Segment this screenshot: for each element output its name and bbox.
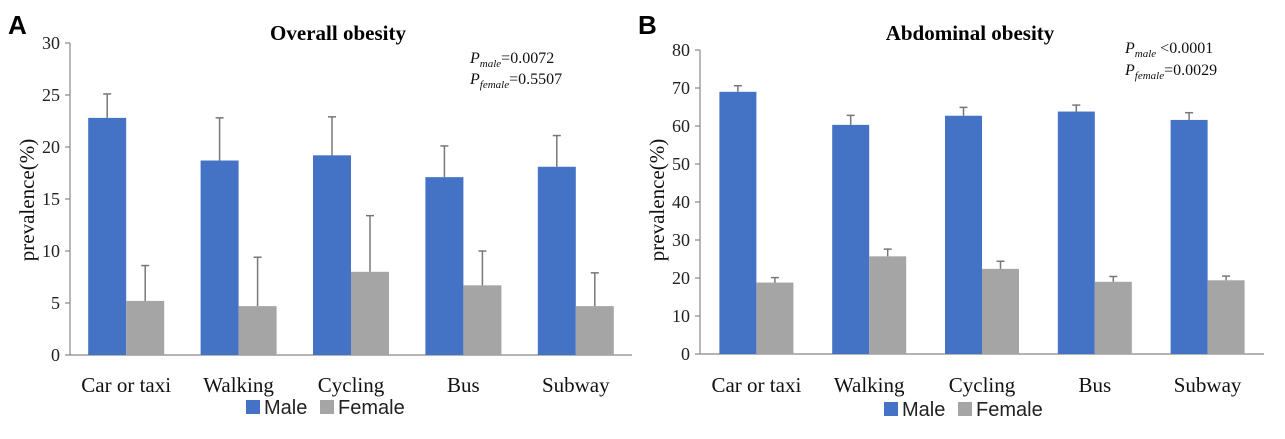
- bar-male: [945, 115, 982, 355]
- bar-male: [88, 117, 127, 355]
- legend-label-male: Male: [264, 397, 307, 419]
- legend-swatch-male: [884, 402, 898, 416]
- legend-label-female: Female: [976, 399, 1043, 421]
- y-tick-label: 10: [672, 306, 690, 326]
- p-subscript: male: [480, 58, 502, 70]
- bar-female: [982, 268, 1019, 354]
- y-tick-label: 25: [42, 85, 60, 105]
- bar-male: [832, 124, 870, 354]
- p-value-text: =0.0072: [501, 50, 554, 67]
- p-subscript: female: [480, 79, 509, 91]
- bar-female: [463, 285, 502, 355]
- category-labels: Car or taxi Walking Cycling Bus Subway: [81, 373, 610, 397]
- p-value-text: =0.0029: [1164, 62, 1217, 79]
- category-label: Car or taxi: [711, 373, 801, 397]
- bar-female: [1094, 281, 1132, 354]
- legend-label-female: Female: [338, 397, 405, 419]
- category-label: Walking: [834, 373, 905, 397]
- p-subscript: male: [1135, 48, 1157, 60]
- panel-a: A Overall obesity prevalence(%) 0 5 10 15 20…: [8, 10, 632, 419]
- p-value-text: <0.0001: [1156, 40, 1213, 57]
- y-axis-label: prevalence(%): [15, 139, 39, 261]
- y-tick-label: 70: [672, 78, 690, 98]
- p-symbol: P: [1124, 62, 1135, 79]
- bar-male: [537, 166, 576, 355]
- legend-swatch-female: [958, 402, 972, 416]
- bar-female: [756, 282, 794, 354]
- bar-female: [126, 300, 165, 355]
- bar-male: [1057, 111, 1095, 354]
- y-tick-label: 0: [51, 345, 60, 365]
- p-value-female: Pfemale=0.5507: [469, 71, 562, 91]
- y-tick-label: 0: [681, 344, 690, 364]
- bar-male: [425, 177, 464, 355]
- bar-male: [1170, 119, 1208, 354]
- panel-letter: B: [638, 10, 657, 40]
- y-tick-label: 5: [51, 293, 60, 313]
- p-symbol: P: [469, 50, 480, 67]
- p-value-male: Pmale=0.0072: [469, 50, 554, 70]
- y-tick-label: 50: [672, 154, 690, 174]
- chart-title: Overall obesity: [270, 21, 406, 45]
- bar-female: [351, 271, 389, 355]
- legend: Male Female: [884, 399, 1043, 421]
- category-label: Subway: [542, 373, 610, 397]
- p-value-male: Pmale <0.0001: [1124, 40, 1213, 60]
- y-tick-label: 80: [672, 40, 690, 60]
- y-tick-label: 30: [42, 33, 60, 53]
- y-tick-label: 40: [672, 192, 690, 212]
- p-symbol: P: [469, 71, 480, 88]
- chart-title: Abdominal obesity: [886, 21, 1055, 45]
- y-tick-label: 10: [42, 241, 60, 261]
- p-value-female: Pfemale=0.0029: [1124, 62, 1217, 82]
- y-tick-label: 30: [672, 230, 690, 250]
- bar-male: [200, 160, 239, 355]
- y-tick-label: 20: [42, 137, 60, 157]
- category-label: Bus: [1078, 373, 1111, 397]
- category-labels: Car or taxi Walking Cycling Bus Subway: [711, 373, 1241, 397]
- category-label: Cycling: [318, 373, 385, 397]
- y-axis-label: prevalence(%): [645, 139, 669, 261]
- category-label: Cycling: [949, 373, 1016, 397]
- bar-female: [869, 256, 907, 354]
- legend-swatch-female: [320, 400, 334, 414]
- y-tick-label: 60: [672, 116, 690, 136]
- legend-swatch-male: [246, 400, 260, 414]
- panel-letter: A: [8, 10, 27, 40]
- p-subscript: female: [1135, 70, 1164, 82]
- panel-b: B Abdominal obesity prevalence(%) 0 10 20 3…: [638, 10, 1264, 421]
- bar-female: [1207, 280, 1245, 354]
- category-label: Bus: [447, 373, 480, 397]
- bar-male: [313, 155, 351, 355]
- bars: [88, 93, 614, 355]
- p-value-text: =0.5507: [509, 71, 562, 88]
- bar-female: [238, 306, 277, 355]
- y-tick-label: 15: [42, 189, 60, 209]
- bar-female: [575, 306, 614, 355]
- y-tick-label: 20: [672, 268, 690, 288]
- legend: Male Female: [246, 397, 405, 419]
- category-label: Walking: [203, 373, 274, 397]
- category-label: Subway: [1174, 373, 1242, 397]
- bars: [719, 84, 1245, 355]
- category-label: Car or taxi: [81, 373, 171, 397]
- legend-label-male: Male: [902, 399, 945, 421]
- p-symbol: P: [1124, 40, 1135, 57]
- bar-male: [719, 91, 757, 355]
